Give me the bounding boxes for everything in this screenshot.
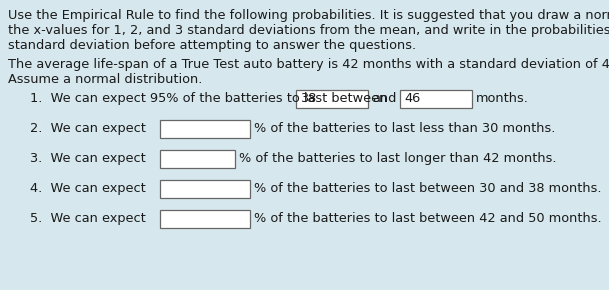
Text: % of the batteries to last between 42 and 50 months.: % of the batteries to last between 42 an… <box>254 212 602 225</box>
Bar <box>296 90 368 108</box>
Text: months.: months. <box>476 92 529 105</box>
Bar <box>160 120 250 138</box>
Text: Assume a normal distribution.: Assume a normal distribution. <box>8 73 202 86</box>
Text: % of the batteries to last longer than 42 months.: % of the batteries to last longer than 4… <box>239 152 557 165</box>
Text: the x-values for 1, 2, and 3 standard deviations from the mean, and write in the: the x-values for 1, 2, and 3 standard de… <box>8 24 609 37</box>
Text: The average life-span of a True Test auto battery is 42 months with a standard d: The average life-span of a True Test aut… <box>8 58 609 71</box>
Text: and: and <box>372 92 396 105</box>
Bar <box>160 180 250 198</box>
Bar <box>400 90 472 108</box>
Text: % of the batteries to last between 30 and 38 months.: % of the batteries to last between 30 an… <box>254 182 602 195</box>
Text: standard deviation before attempting to answer the questions.: standard deviation before attempting to … <box>8 39 416 52</box>
Text: Use the Empirical Rule to find the following probabilities. It is suggested that: Use the Empirical Rule to find the follo… <box>8 9 609 22</box>
Text: 46: 46 <box>404 92 420 105</box>
Text: 3.  We can expect: 3. We can expect <box>30 152 146 165</box>
Bar <box>160 150 235 168</box>
Text: 4.  We can expect: 4. We can expect <box>30 182 146 195</box>
Text: 38: 38 <box>300 92 316 105</box>
Text: 5.  We can expect: 5. We can expect <box>30 212 146 225</box>
Text: % of the batteries to last less than 30 months.: % of the batteries to last less than 30 … <box>254 122 555 135</box>
Bar <box>160 210 250 228</box>
Text: 1.  We can expect 95% of the batteries to last between: 1. We can expect 95% of the batteries to… <box>30 92 387 105</box>
Text: 2.  We can expect: 2. We can expect <box>30 122 146 135</box>
